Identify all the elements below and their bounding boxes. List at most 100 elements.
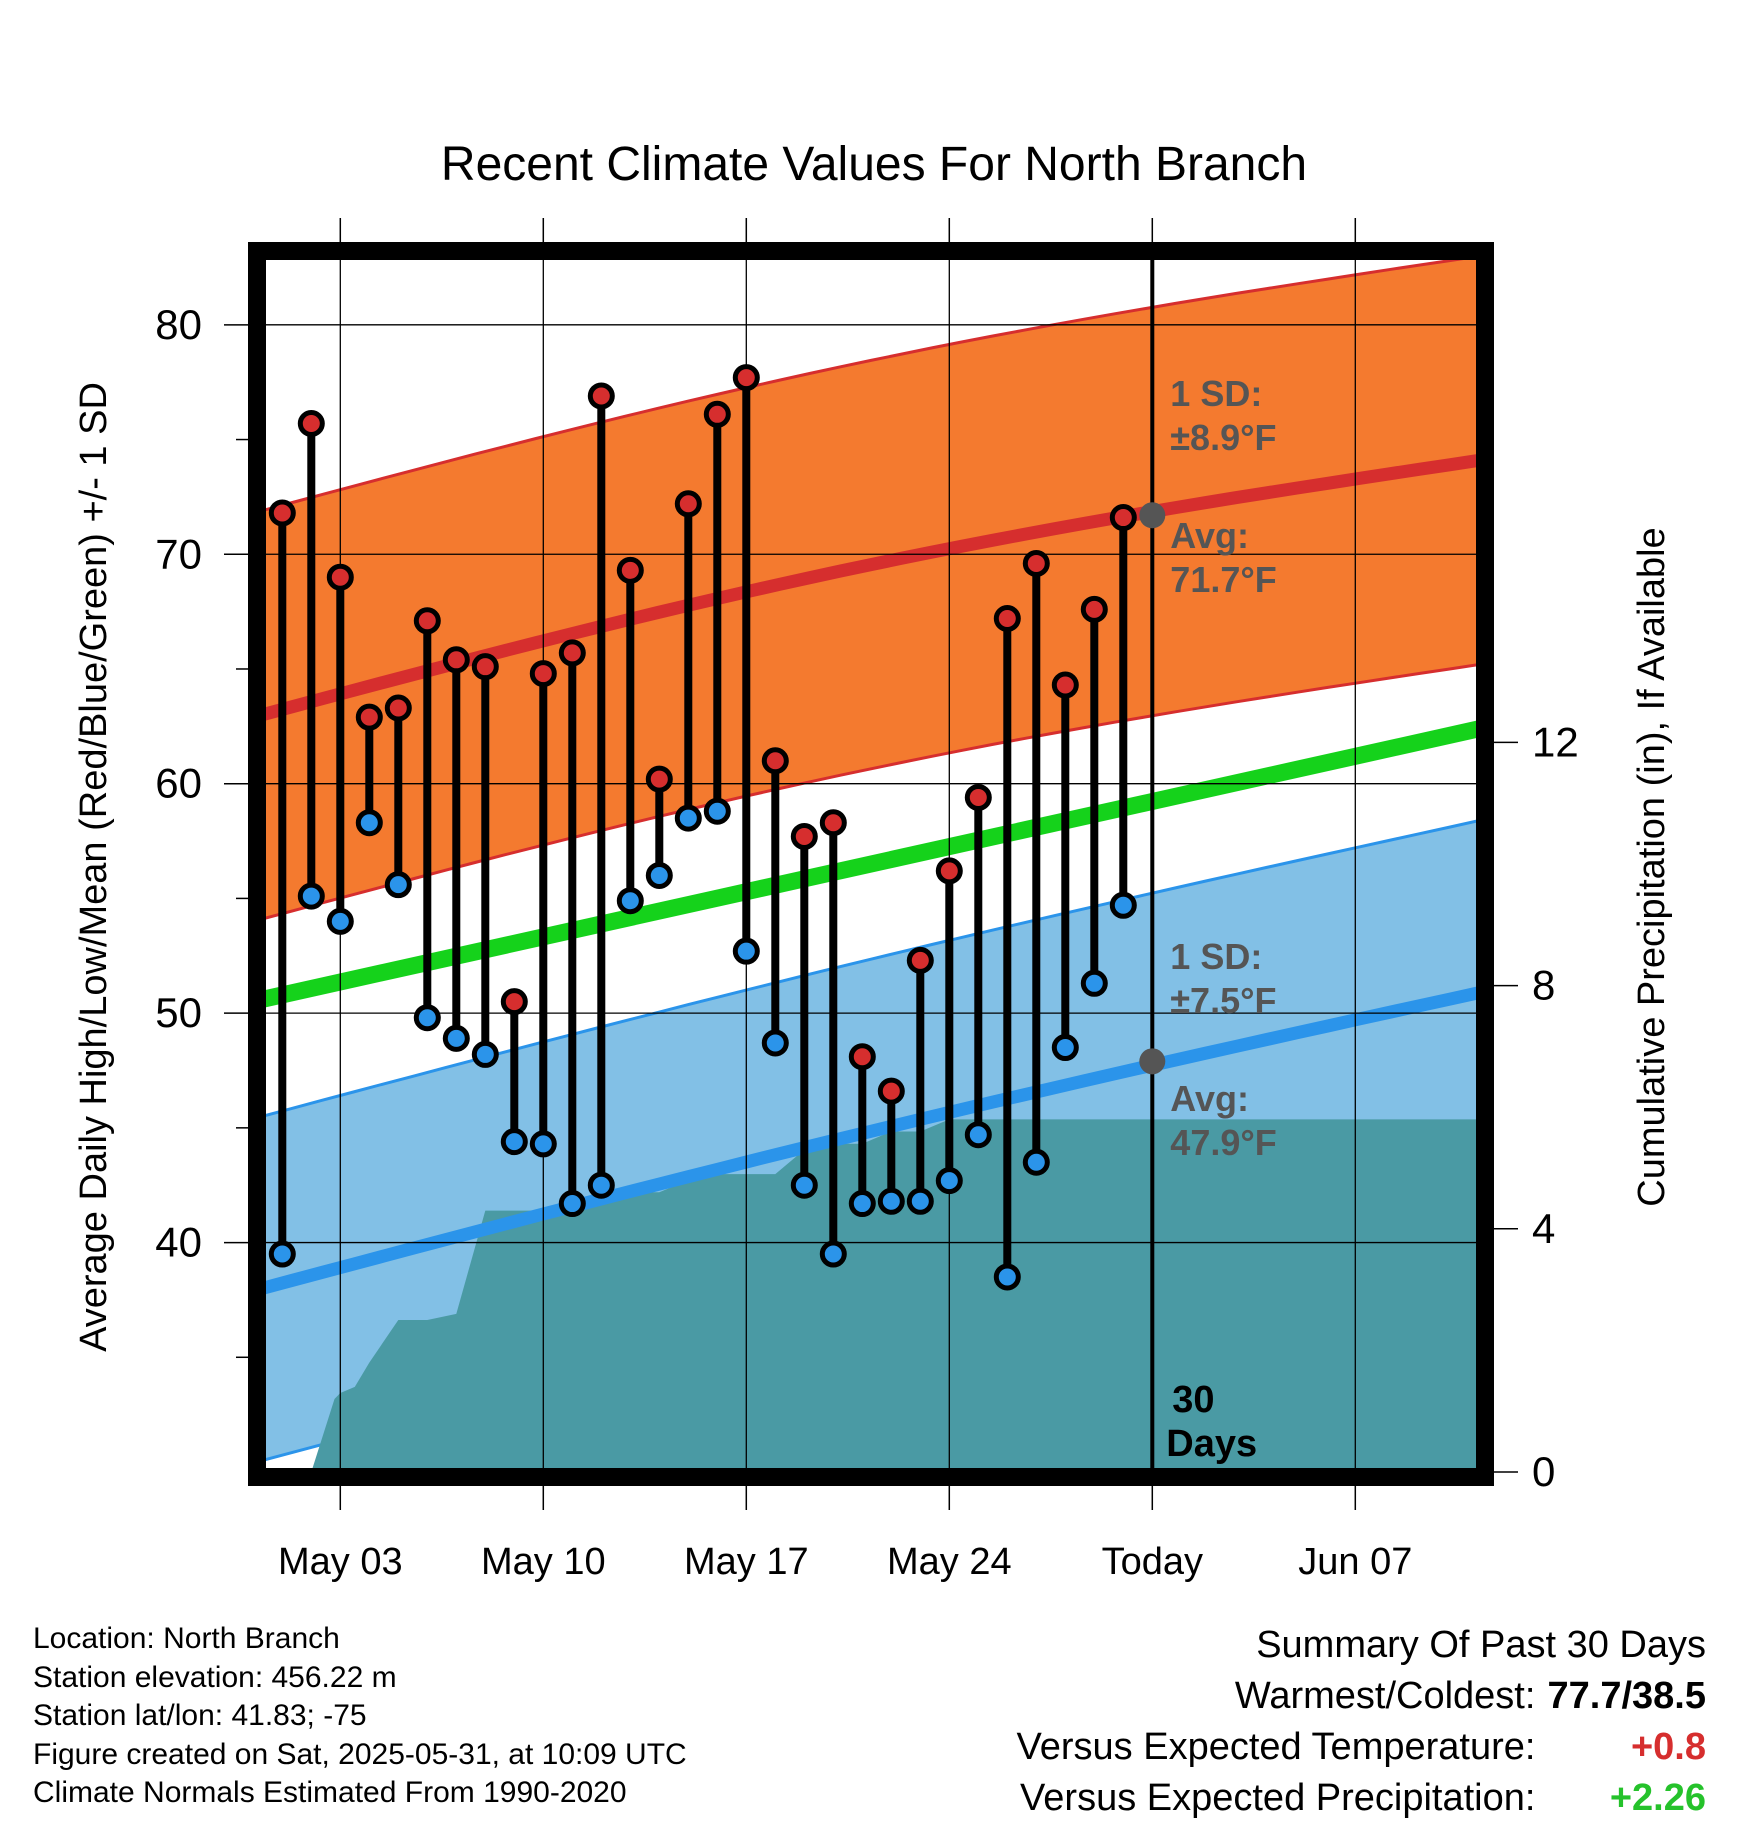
low-temp-point [268,1240,296,1268]
high-sd-upper-edge [262,256,1480,513]
precip-label: Versus Expected Precipitation: [1020,1777,1536,1819]
low-temp-point [297,882,325,910]
warmest-label: Warmest/Coldest: [1234,1675,1536,1717]
high-sd-label: 1 SD: [1170,373,1262,414]
high-temp-point [471,653,499,681]
plot-area [262,256,1480,1472]
days-word: Days [1166,1423,1257,1465]
low-temp-point [906,1187,934,1215]
low-sd-value: ±7.5°F [1170,980,1276,1021]
created-text: Figure created on Sat, 2025-05-31, at 10… [33,1737,687,1771]
y2-tick-label: 12 [1532,718,1579,765]
high-temp-point [500,988,528,1016]
low-temp-point [703,797,731,825]
summary-title: Summary Of Past 30 Days [1256,1624,1706,1666]
low-temp-point [877,1187,905,1215]
high-temp-point [761,747,789,775]
latlon-text: Station lat/lon: 41.83; -75 [33,1699,367,1732]
low-temp-point [326,907,354,935]
high-temp-point [413,607,441,635]
high-sd-band [262,256,1480,920]
low-temp-point [529,1130,557,1158]
days-count: 30 [1172,1379,1214,1421]
low-temp-point [587,1171,615,1199]
y-tick-label: 40 [155,1219,202,1266]
low-temp-point [645,861,673,889]
location-text: Location: North Branch [33,1622,340,1655]
station-info: Location: North Branch Station elevation… [33,1620,687,1813]
low-temp-point [964,1121,992,1149]
low-temp-point [1051,1034,1079,1062]
x-tick-label: May 03 [278,1541,403,1583]
y-tick-label: 70 [155,530,202,577]
y-tick-label: 80 [155,301,202,348]
low-average-line [262,986,1480,1295]
low-temp-point [1109,891,1137,919]
high-temp-point [732,364,760,392]
chart-title: Recent Climate Values For North Branch [441,138,1307,191]
low-temp-point [413,1004,441,1032]
low-average-today-marker [1139,1048,1166,1075]
warmest-value: 77.7/38.5 [1547,1675,1706,1717]
high-temp-point [848,1043,876,1071]
x-axis-label: Day [840,1605,908,1610]
low-temp-point [558,1190,586,1218]
high-average-today-marker [1139,502,1166,529]
high-temp-point [964,783,992,811]
high-temp-point [935,857,963,885]
high-temp-point [297,409,325,437]
high-temp-point [1022,549,1050,577]
high-temp-point [703,400,731,428]
low-sd-label: 1 SD: [1170,936,1262,977]
elevation-text: Station elevation: 456.22 m [33,1660,397,1694]
high-temp-point [326,563,354,591]
summary-temp-row: Versus Expected Temperature: +0.8 [1017,1722,1706,1773]
high-temp-point [616,556,644,584]
high-temp-point [355,703,383,731]
low-temp-point [993,1263,1021,1291]
low-temp-point [500,1128,528,1156]
high-avg-value: 71.7°F [1170,559,1276,600]
x-tick-label: Today [1102,1541,1203,1583]
precip-value: +2.26 [1609,1777,1706,1819]
low-temp-point [616,887,644,915]
low-avg-label: Avg: [1170,1078,1249,1119]
low-temp-point [790,1171,818,1199]
low-temp-point [674,804,702,832]
high-temp-point [268,499,296,527]
low-sd-upper-edge [262,818,1480,1118]
low-temp-point [819,1240,847,1268]
low-temp-point [1080,969,1108,997]
x-tick-label: May 24 [887,1541,1012,1583]
high-temp-point [790,822,818,850]
x-tick-label: Jun 07 [1298,1541,1412,1583]
summary-panel: Summary Of Past 30 Days Warmest/Coldest:… [1017,1620,1706,1824]
high-temp-point [877,1077,905,1105]
y-axis-label: Average Daily High/Low/Mean (Red/Blue/Gr… [73,382,115,1352]
y2-tick-label: 4 [1532,1205,1555,1252]
normals-text: Climate Normals Estimated From 1990-2020 [33,1776,627,1809]
low-temp-point [442,1024,470,1052]
high-temp-point [529,660,557,688]
high-temp-point [1109,504,1137,532]
temp-label: Versus Expected Temperature: [1016,1726,1536,1768]
y-tick-label: 60 [155,760,202,807]
low-temp-point [384,871,412,899]
x-tick-label: May 10 [481,1541,606,1583]
high-temp-point [587,382,615,410]
high-sd-lower-edge [262,662,1480,921]
y2-tick-label: 8 [1532,962,1555,1009]
low-temp-point [732,937,760,965]
high-temp-point [645,765,673,793]
high-temp-point [906,946,934,974]
high-temp-point [442,646,470,674]
high-sd-value: ±8.9°F [1170,417,1276,458]
low-temp-point [935,1167,963,1195]
high-temp-point [1080,595,1108,623]
high-temp-point [819,809,847,837]
x-tick-label: May 17 [684,1541,809,1583]
summary-precip-row: Versus Expected Precipitation: +2.26 [1017,1773,1706,1824]
mean-average-line [262,720,1480,1008]
low-avg-value: 47.9°F [1170,1122,1276,1163]
y-tick-label: 50 [155,989,202,1036]
